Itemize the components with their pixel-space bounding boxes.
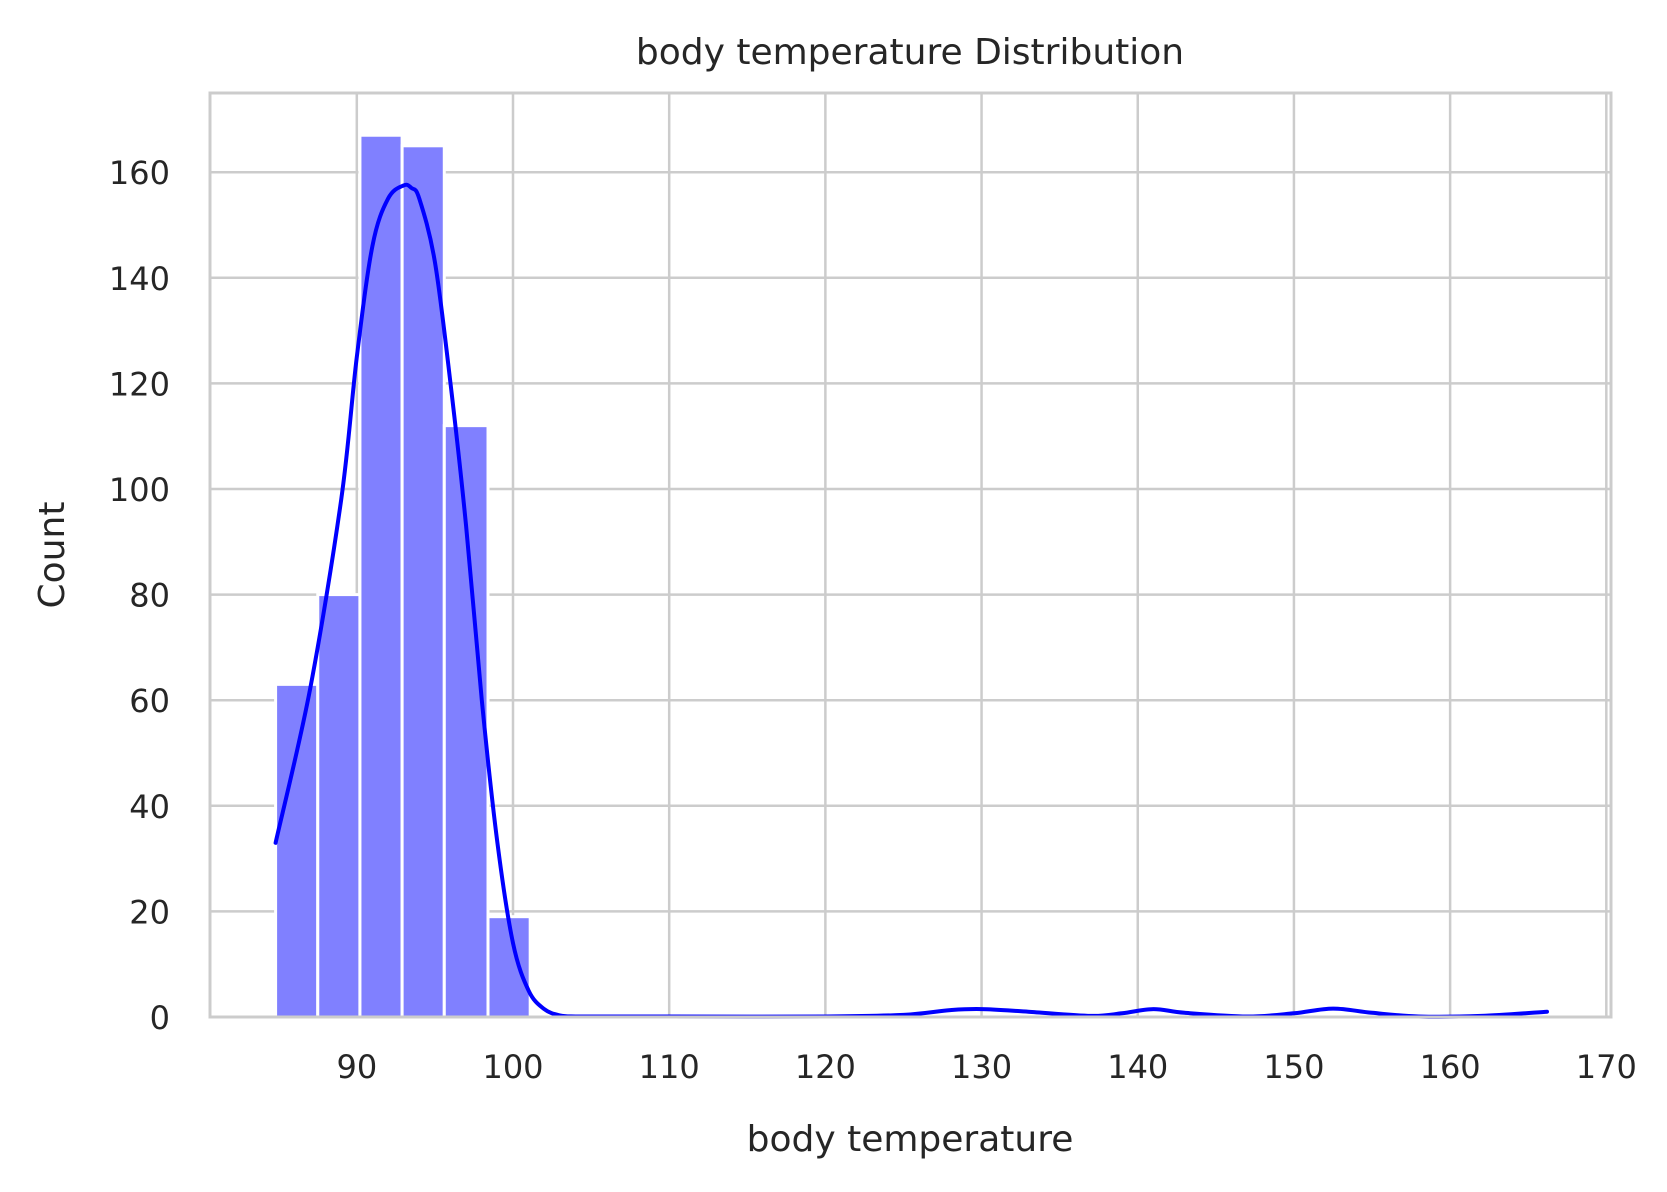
- x-tick-labels: 90 100 110 120 130 140 150 160 170: [336, 1048, 1636, 1086]
- chart-title: body temperature Distribution: [636, 32, 1184, 73]
- x-tick-label: 170: [1576, 1048, 1637, 1086]
- y-tick-label: 140: [109, 260, 170, 298]
- y-tick-label: 120: [109, 365, 170, 403]
- y-tick-labels: 0 20 40 60 80 100 120 140 160: [109, 154, 170, 1037]
- x-tick-label: 90: [336, 1048, 377, 1086]
- histogram-bar: [442, 424, 490, 1019]
- y-tick-label: 40: [129, 788, 170, 826]
- x-tick-label: 150: [1263, 1048, 1324, 1086]
- y-tick-label: 80: [129, 577, 170, 615]
- y-tick-label: 60: [129, 682, 170, 720]
- x-tick-label: 110: [639, 1048, 700, 1086]
- x-tick-label: 100: [482, 1048, 543, 1086]
- kde-curve: [273, 182, 1549, 1019]
- y-axis-label: Count: [32, 502, 73, 609]
- plot-frame: [208, 91, 1613, 1019]
- y-tick-label: 0: [150, 999, 170, 1037]
- kde-curve-layer: [273, 182, 1549, 1019]
- y-tick-label: 100: [109, 471, 170, 509]
- x-axis-label: body temperature: [747, 1119, 1074, 1160]
- y-tick-label: 160: [109, 154, 170, 192]
- y-tick-label: 20: [129, 893, 170, 931]
- x-tick-label: 140: [1107, 1048, 1168, 1086]
- x-tick-label: 160: [1420, 1048, 1481, 1086]
- x-tick-label: 120: [795, 1048, 856, 1086]
- x-tick-label: 130: [951, 1048, 1012, 1086]
- histogram-bar: [316, 593, 362, 1019]
- histogram-bar: [274, 682, 320, 1019]
- histogram-bar: [358, 133, 404, 1019]
- grid-lines: [210, 93, 1611, 1019]
